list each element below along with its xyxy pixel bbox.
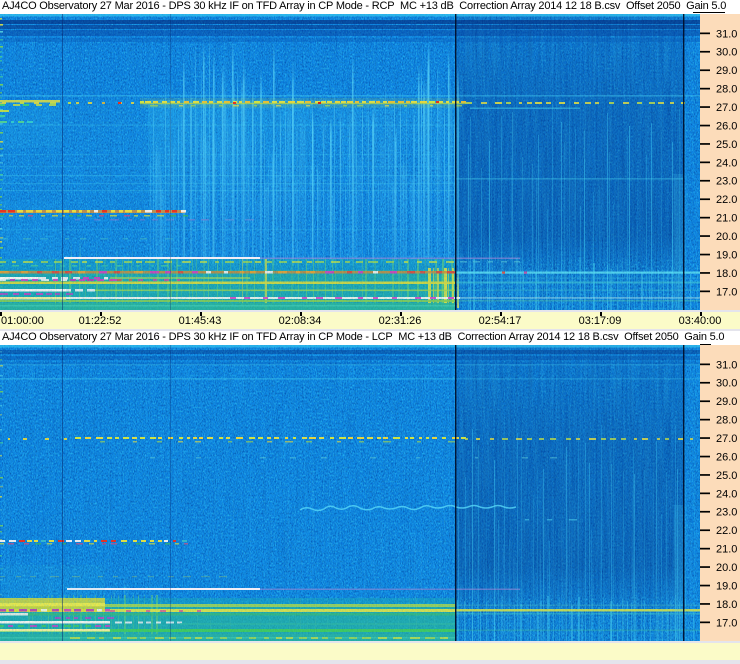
svg-text:17.0: 17.0	[716, 617, 737, 629]
svg-text:23.0: 23.0	[716, 507, 737, 519]
svg-text:25.0: 25.0	[716, 470, 737, 482]
svg-text:24.0: 24.0	[716, 488, 737, 500]
svg-text:30.0: 30.0	[716, 47, 737, 59]
svg-text:19.0: 19.0	[716, 581, 737, 593]
svg-text:20.0: 20.0	[716, 231, 737, 243]
svg-text:18.0: 18.0	[716, 268, 737, 280]
svg-text:22.0: 22.0	[716, 525, 737, 537]
svg-text:17.0: 17.0	[716, 286, 737, 298]
svg-text:28.0: 28.0	[716, 84, 737, 96]
svg-text:31.0: 31.0	[716, 28, 737, 40]
svg-text:22.0: 22.0	[716, 194, 737, 206]
svg-text:26.0: 26.0	[716, 121, 737, 133]
svg-text:21.0: 21.0	[716, 544, 737, 556]
svg-text:31.0: 31.0	[716, 359, 737, 371]
svg-text:24.0: 24.0	[716, 157, 737, 169]
svg-text:20.0: 20.0	[716, 562, 737, 574]
svg-text:27.0: 27.0	[716, 102, 737, 114]
svg-text:28.0: 28.0	[716, 415, 737, 427]
svg-text:30.0: 30.0	[716, 378, 737, 390]
svg-text:29.0: 29.0	[716, 65, 737, 77]
svg-text:18.0: 18.0	[716, 599, 737, 611]
svg-text:26.0: 26.0	[716, 452, 737, 464]
svg-text:19.0: 19.0	[716, 250, 737, 262]
svg-text:27.0: 27.0	[716, 433, 737, 445]
svg-text:23.0: 23.0	[716, 176, 737, 188]
svg-text:21.0: 21.0	[716, 213, 737, 225]
svg-text:29.0: 29.0	[716, 396, 737, 408]
svg-text:25.0: 25.0	[716, 139, 737, 151]
